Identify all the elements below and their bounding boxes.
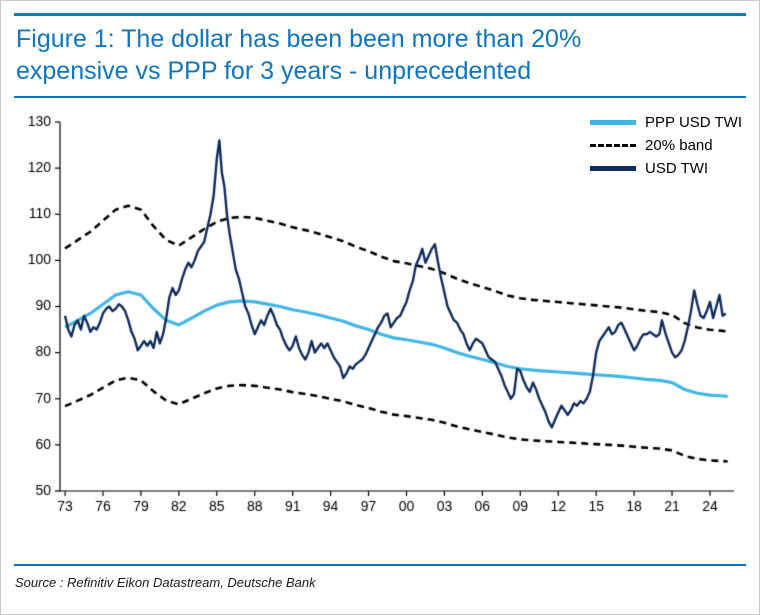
legend-row-ppp: PPP USD TWI (590, 111, 742, 134)
legend-label-ppp: PPP USD TWI (645, 114, 742, 131)
top-rule (14, 13, 746, 16)
legend-row-band: 20% band (590, 134, 742, 157)
chart-area: PPP USD TWI 20% band USD TWI (14, 108, 748, 525)
title-rule (14, 96, 746, 98)
figure-title-line1: Figure 1: The dollar has been been more … (16, 25, 582, 53)
legend-label-band: 20% band (645, 137, 713, 154)
legend-label-usd: USD TWI (645, 160, 709, 177)
source-rule (14, 564, 746, 566)
legend-row-usd: USD TWI (590, 157, 742, 180)
figure-title: Figure 1: The dollar has been been more … (16, 23, 744, 87)
chart-canvas (14, 108, 748, 525)
chart-legend: PPP USD TWI 20% band USD TWI (590, 111, 742, 180)
band-dashed-swatch (590, 144, 637, 147)
source-text: Source : Refinitiv Eikon Datastream, Deu… (15, 575, 316, 590)
ppp-line-swatch (590, 120, 637, 125)
usd-line-swatch (590, 166, 637, 171)
figure-title-line2: expensive vs PPP for 3 years - unprecede… (16, 57, 532, 85)
